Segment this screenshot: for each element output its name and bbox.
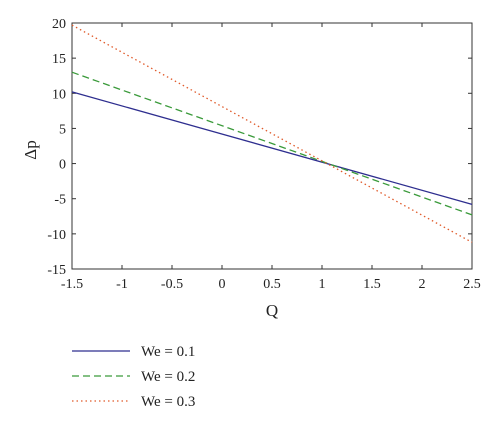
x-tick-label: -1.5 bbox=[61, 277, 83, 292]
series-line-we-0-3 bbox=[71, 24, 473, 243]
series-layer bbox=[71, 24, 473, 243]
series-line-we-0-1 bbox=[71, 91, 473, 205]
y-tick-label: 20 bbox=[52, 17, 66, 32]
series-line-we-0-2 bbox=[71, 71, 473, 216]
x-tick-label: 0 bbox=[219, 277, 226, 292]
y-tick-label: -10 bbox=[47, 228, 66, 243]
x-tick-label: 1.5 bbox=[363, 277, 381, 292]
legend-label-we-0-2: We = 0.2 bbox=[141, 369, 195, 385]
y-tick-label: -15 bbox=[47, 263, 66, 278]
legend-label-we-0-3: We = 0.3 bbox=[141, 394, 195, 410]
x-tick-label: -1 bbox=[116, 277, 128, 292]
x-tick-label: 2 bbox=[419, 277, 426, 292]
y-tick-label: 15 bbox=[52, 52, 66, 67]
y-tick-label: -5 bbox=[54, 193, 66, 208]
y-tick-label: 5 bbox=[59, 122, 66, 137]
x-tick-label: 0.5 bbox=[263, 277, 281, 292]
x-tick-label: -0.5 bbox=[161, 277, 183, 292]
y-tick-label: 10 bbox=[52, 87, 66, 102]
legend-label-we-0-1: We = 0.1 bbox=[141, 344, 195, 360]
y-tick-label: 0 bbox=[59, 158, 66, 173]
ticks-layer: -1.5 -1 -0.5 0 0.5 1 1.5 2 2.5 -15 -10 -5 0 5 10 15 20 bbox=[47, 17, 480, 292]
plot-area bbox=[71, 22, 473, 270]
x-tick-label: 1 bbox=[319, 277, 326, 292]
x-tick-label: 2.5 bbox=[463, 277, 481, 292]
y-axis-label: Δp bbox=[21, 140, 40, 159]
x-axis-label: Q bbox=[266, 301, 278, 320]
legend: We = 0.1 We = 0.2 We = 0.3 bbox=[72, 344, 195, 410]
